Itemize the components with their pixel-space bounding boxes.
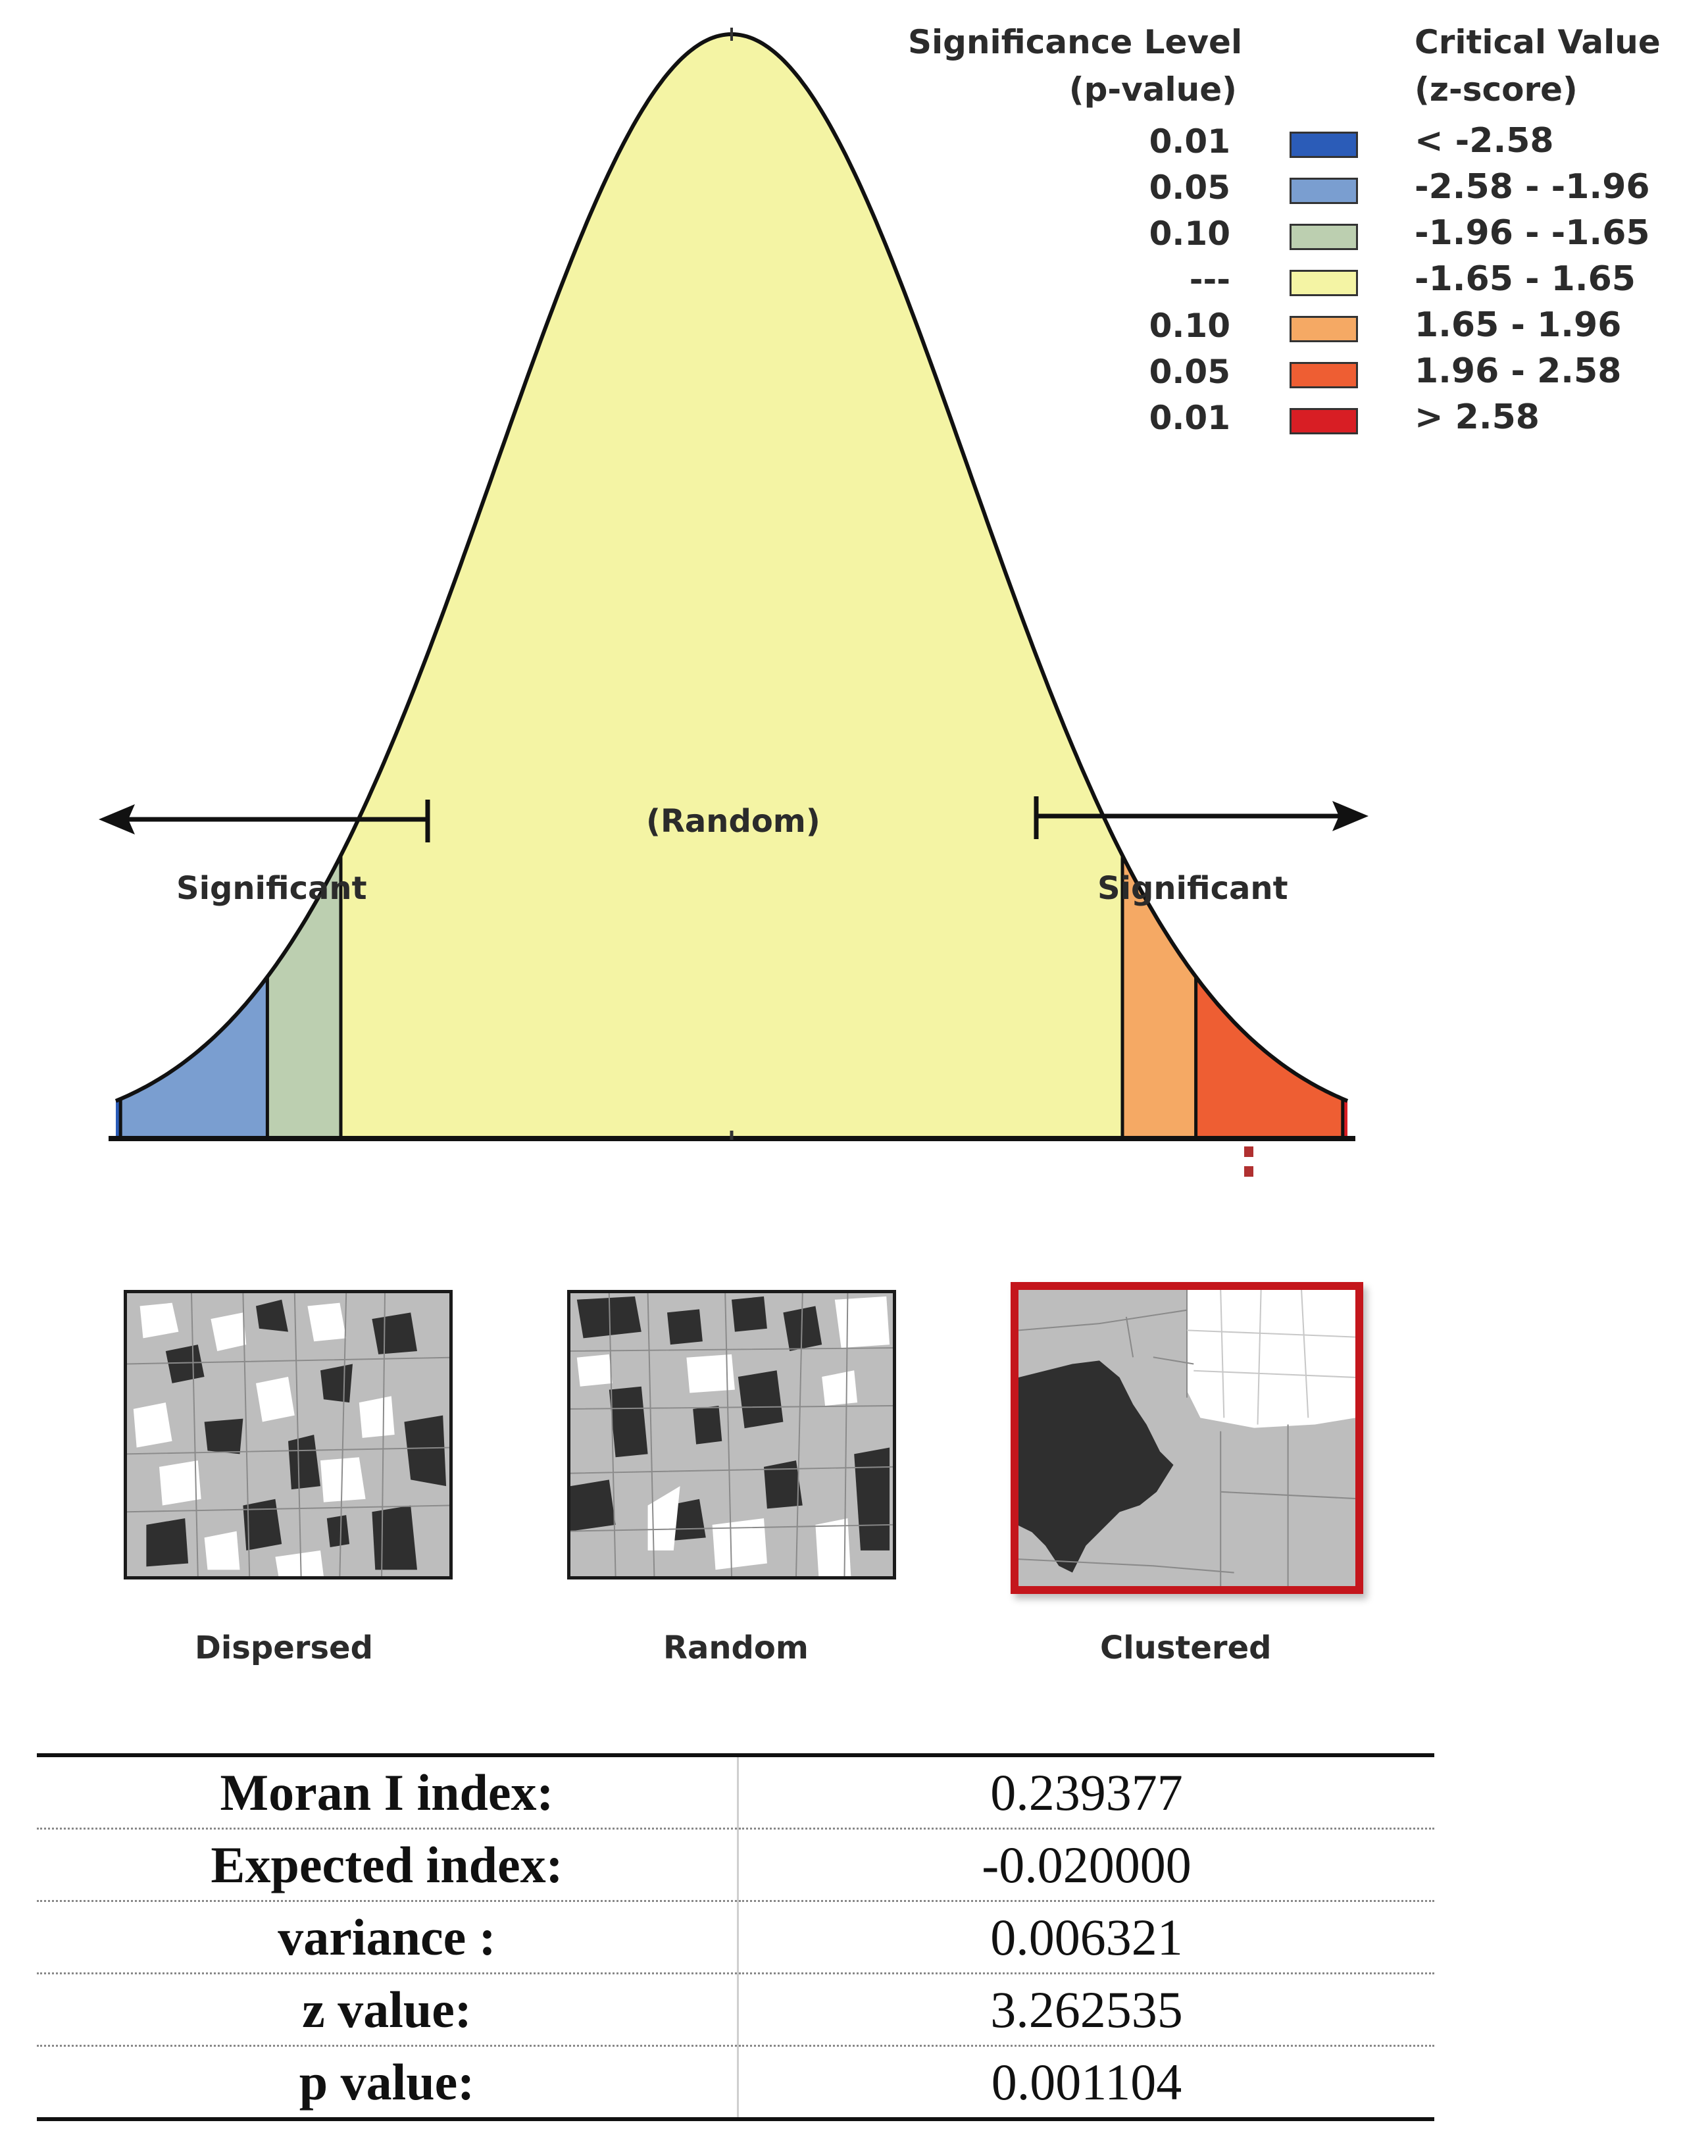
stat-value: -0.020000 bbox=[738, 1828, 1434, 1902]
stat-key: Moran I index: bbox=[37, 1753, 739, 1830]
legend-p-header-line1: Significance Level bbox=[908, 23, 1243, 61]
table-row: Moran I index: 0.239377 bbox=[37, 1753, 1434, 1830]
legend-swatch bbox=[1290, 132, 1358, 158]
dispersed-map bbox=[124, 1290, 453, 1579]
legend-swatch bbox=[1290, 178, 1358, 204]
legend-p-value: 0.05 bbox=[1149, 353, 1230, 391]
legend-z-range: -1.96 - -1.65 bbox=[1415, 213, 1650, 253]
table-row: p value: 0.001104 bbox=[37, 2045, 1434, 2121]
legend-z-header: Critical Value (z-score) bbox=[1415, 18, 1661, 113]
curve-band bbox=[1342, 34, 1347, 1139]
left-arrow bbox=[99, 800, 430, 842]
legend-p-header: Significance Level (p-value) bbox=[908, 18, 1243, 113]
stat-key: Expected index: bbox=[37, 1828, 739, 1902]
stat-value: 0.001104 bbox=[738, 2045, 1434, 2121]
legend-z-range: 1.65 - 1.96 bbox=[1415, 305, 1622, 345]
legend-swatch bbox=[1290, 408, 1358, 434]
right-significant-label: Significant bbox=[1097, 870, 1288, 907]
legend-z-range: < -2.58 bbox=[1415, 121, 1554, 161]
random-label: (Random) bbox=[646, 803, 820, 840]
clustered-label: Clustered bbox=[1100, 1630, 1272, 1666]
left-significant-label: Significant bbox=[176, 870, 367, 907]
legend-p-value: --- bbox=[1189, 261, 1230, 299]
curve-band bbox=[120, 34, 268, 1139]
curve-band bbox=[116, 34, 121, 1139]
legend-swatch bbox=[1290, 270, 1358, 296]
right-arrow bbox=[1034, 796, 1369, 839]
stat-value: 3.262535 bbox=[738, 1973, 1434, 2047]
legend-z-header-line2: (z-score) bbox=[1415, 70, 1578, 109]
random-map bbox=[567, 1290, 896, 1579]
legend-z-range: 1.96 - 2.58 bbox=[1415, 351, 1622, 391]
table-row: variance : 0.006321 bbox=[37, 1901, 1434, 1974]
dispersed-label: Dispersed bbox=[195, 1630, 373, 1666]
stat-key: variance : bbox=[37, 1901, 739, 1974]
legend-swatch bbox=[1290, 224, 1358, 250]
legend-p-value: 0.10 bbox=[1149, 307, 1230, 345]
legend-z-header-line1: Critical Value bbox=[1415, 23, 1661, 61]
legend-p-value: 0.05 bbox=[1149, 168, 1230, 207]
random-map-label: Random bbox=[663, 1630, 809, 1666]
legend-p-header-line2: (p-value) bbox=[1068, 70, 1237, 109]
stat-key: p value: bbox=[37, 2045, 739, 2121]
table-row: z value: 3.262535 bbox=[37, 1973, 1434, 2047]
legend-p-value: 0.10 bbox=[1149, 215, 1230, 253]
legend-p-value: 0.01 bbox=[1149, 122, 1230, 161]
legend-p-value: 0.01 bbox=[1149, 399, 1230, 437]
stat-key: z value: bbox=[37, 1973, 739, 2047]
curve-band bbox=[267, 34, 341, 1139]
legend-z-range: -2.58 - -1.96 bbox=[1415, 167, 1650, 207]
stat-value: 0.006321 bbox=[738, 1901, 1434, 1974]
legend-z-range: > 2.58 bbox=[1415, 398, 1540, 437]
table-row: Expected index: -0.020000 bbox=[37, 1828, 1434, 1902]
legend-z-range: -1.65 - 1.65 bbox=[1415, 259, 1636, 299]
moran-stats-table: Moran I index: 0.239377 Expected index: … bbox=[37, 1753, 1434, 2121]
clustered-map bbox=[1011, 1282, 1363, 1594]
normal-distribution-figure: Significance Level (p-value) Critical Va… bbox=[99, 18, 1661, 1666]
bell-curve bbox=[99, 28, 1369, 1185]
stat-value: 0.239377 bbox=[738, 1753, 1434, 1830]
legend-swatch bbox=[1290, 362, 1358, 388]
legend-swatch bbox=[1290, 316, 1358, 342]
